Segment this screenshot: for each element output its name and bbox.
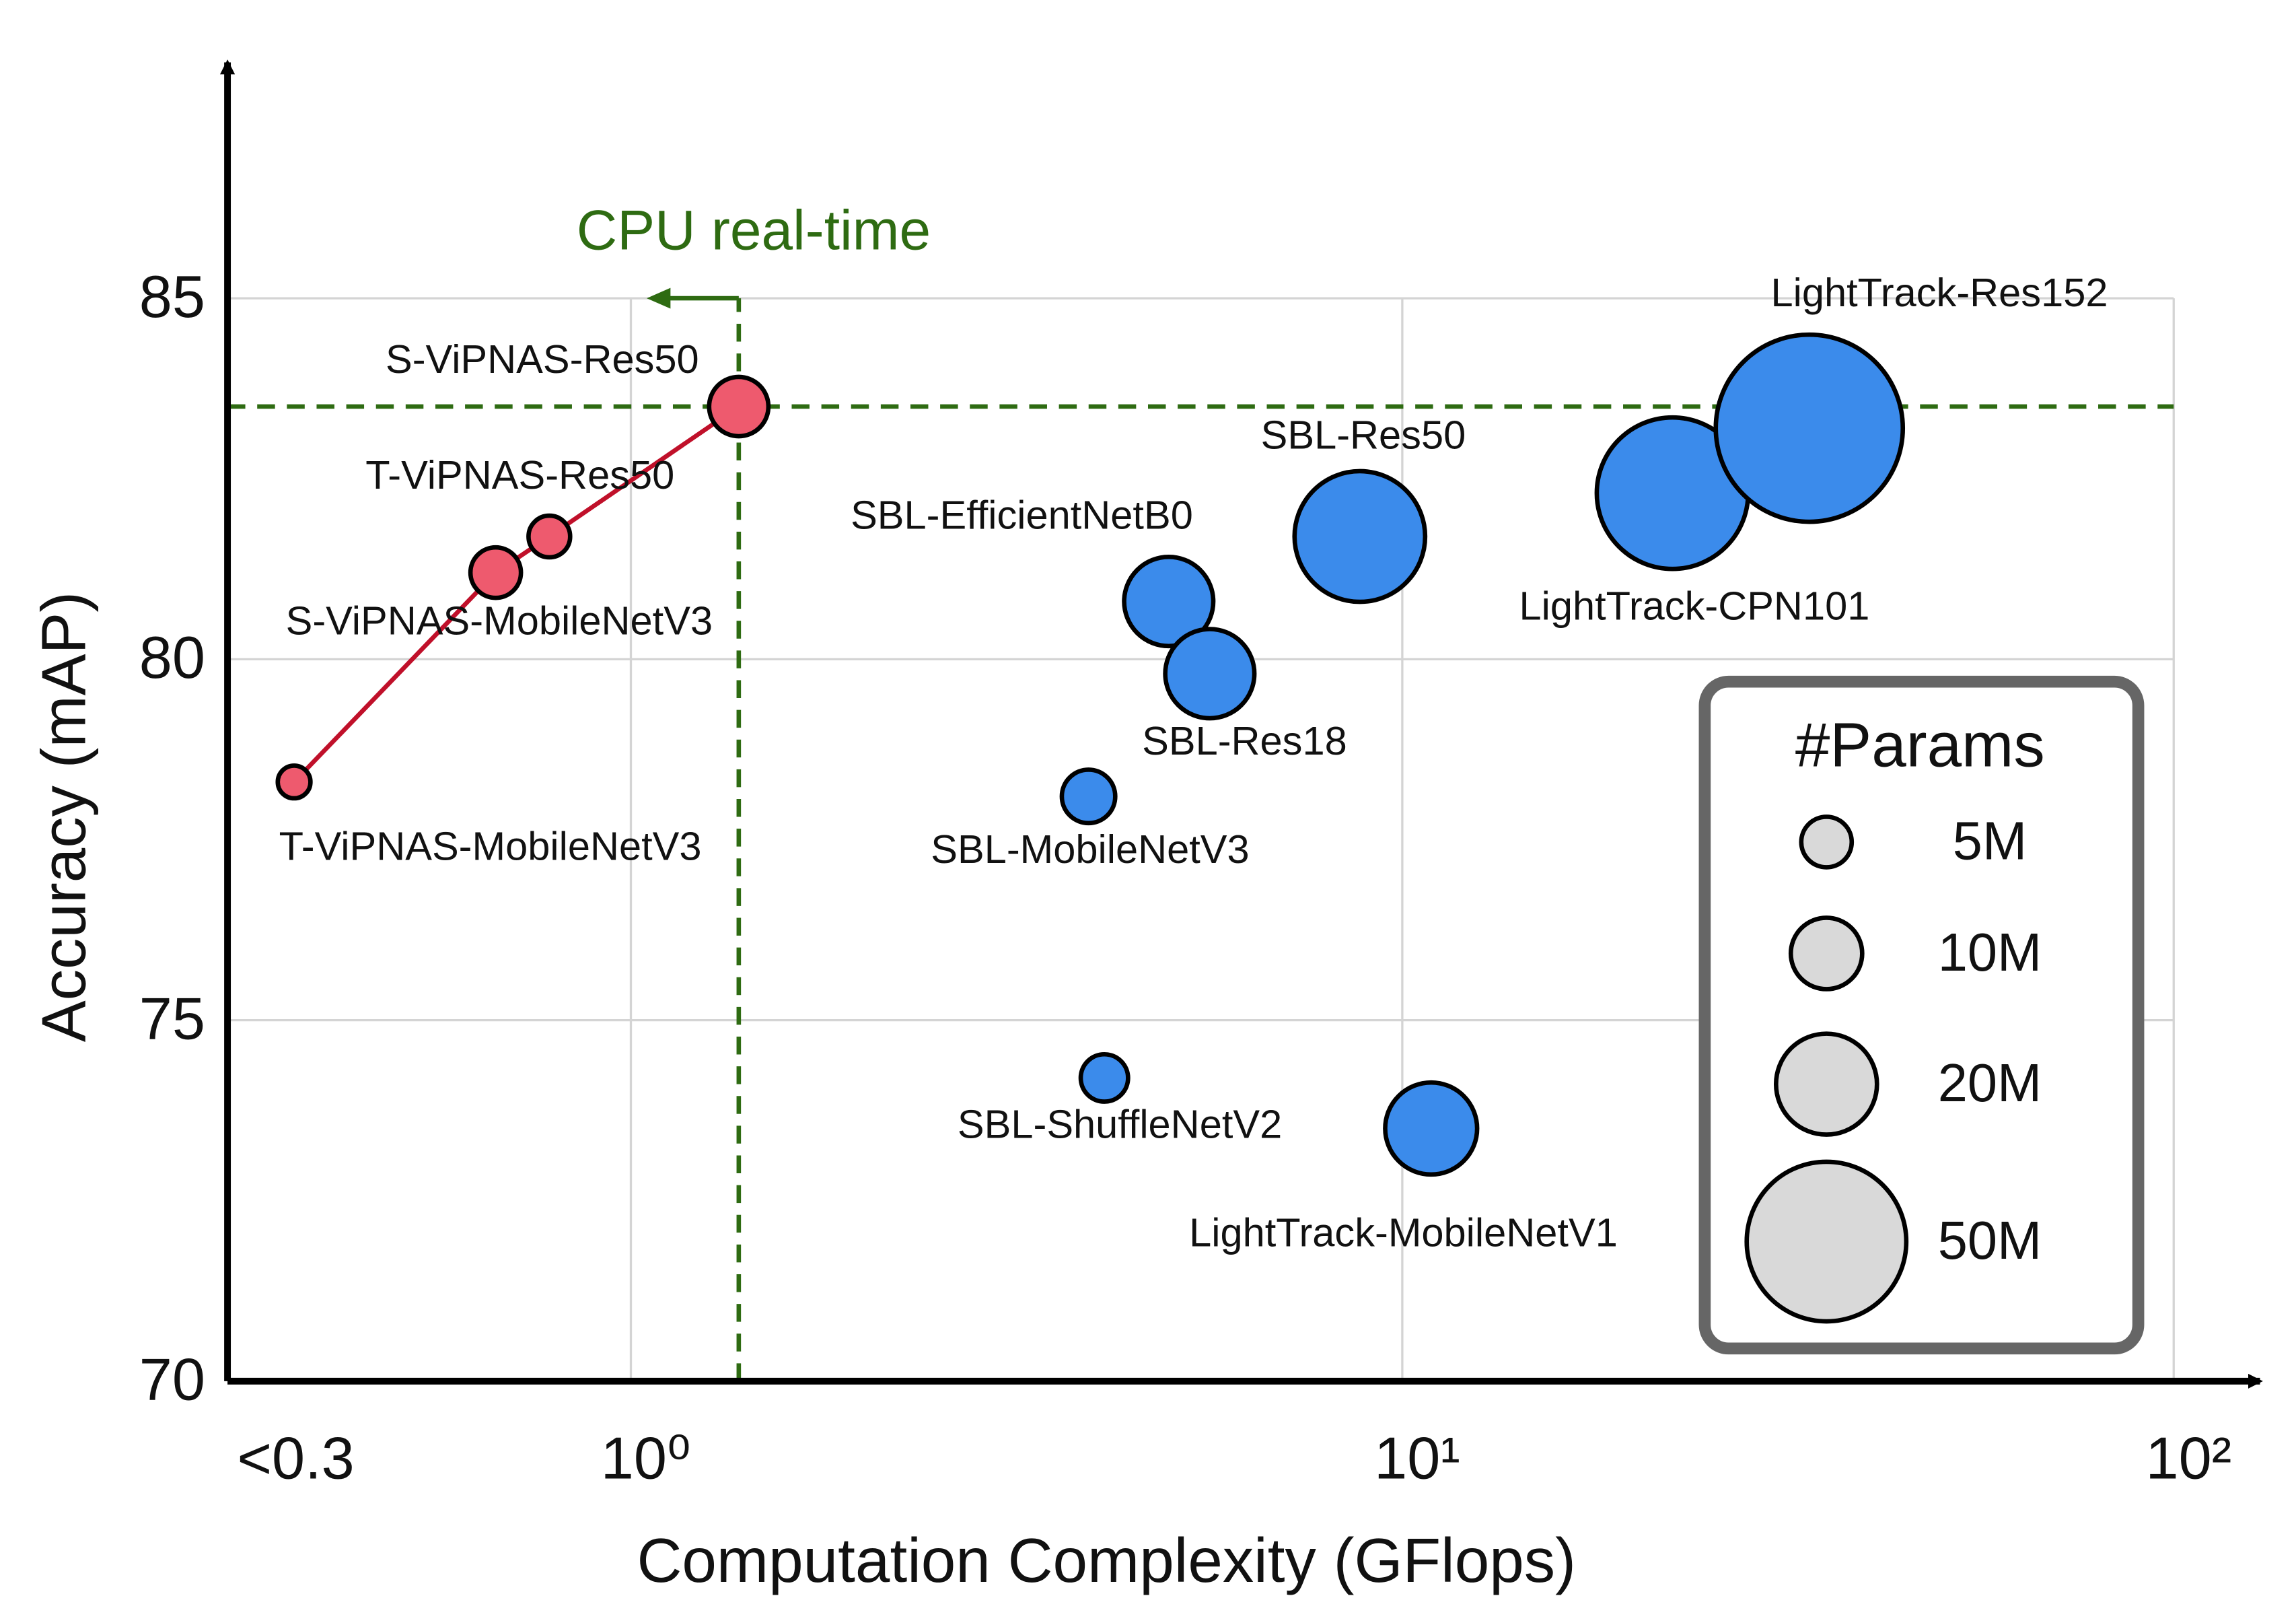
y-tick-label: 70	[139, 1346, 205, 1413]
bubble	[1713, 332, 1906, 524]
y-tick-label: 75	[139, 985, 205, 1051]
threshold-arrowhead	[647, 287, 671, 309]
bubble	[1122, 555, 1216, 649]
legend-bubble	[1744, 1159, 1909, 1324]
x-tick-label: 10²	[2146, 1425, 2232, 1492]
y-tick-label: 80	[139, 624, 205, 691]
point-label: T-ViPNAS-Res50	[365, 452, 674, 497]
bubble	[707, 374, 771, 439]
point-label: SBL-ShuffleNetV2	[958, 1101, 1282, 1146]
bubble	[468, 545, 524, 600]
x-tick-label: 10¹	[1374, 1425, 1460, 1492]
legend-label: 5M	[1953, 810, 2027, 870]
x-axis-title: Computation Complexity (GFlops)	[637, 1525, 1575, 1595]
point-label: T-ViPNAS-MobileNetV3	[279, 824, 702, 869]
marks-layer	[227, 287, 2174, 1381]
legend-label: 50M	[1938, 1210, 2042, 1270]
series-line	[292, 405, 740, 784]
bubble	[1383, 1080, 1480, 1177]
y-tick-label: 85	[139, 263, 205, 330]
bubble	[275, 763, 313, 801]
point-label: S-ViPNAS-MobileNetV3	[286, 598, 713, 643]
x-tick-label: 10⁰	[601, 1425, 691, 1492]
point-label: SBL-Res50	[1261, 413, 1466, 458]
bubble	[1059, 767, 1118, 826]
point-label: S-ViPNAS-Res50	[386, 337, 699, 382]
y-axis-title: Accuracy (mAP)	[28, 592, 98, 1042]
point-label: LightTrack-Res152	[1770, 270, 2108, 315]
x-tick-label: <0.3	[237, 1425, 354, 1492]
legend-bubble	[1788, 915, 1865, 992]
point-label: SBL-Res18	[1142, 718, 1347, 763]
legend-bubble	[1799, 814, 1855, 870]
point-label: LightTrack-MobileNetV1	[1189, 1210, 1618, 1255]
point-label: LightTrack-CPN101	[1519, 583, 1870, 628]
legend-bubble	[1773, 1031, 1879, 1137]
threshold-label: CPU real-time	[577, 199, 931, 262]
bubble	[1163, 627, 1257, 721]
bubble	[1292, 468, 1428, 604]
bubble	[526, 513, 573, 560]
legend-label: 20M	[1938, 1053, 2042, 1113]
legend-label: 10M	[1938, 922, 2042, 982]
point-label: SBL-MobileNetV3	[931, 827, 1249, 872]
bubble	[1078, 1051, 1131, 1104]
point-label: SBL-EfficientNetB0	[851, 493, 1193, 538]
legend-title: #Params	[1795, 710, 2045, 780]
